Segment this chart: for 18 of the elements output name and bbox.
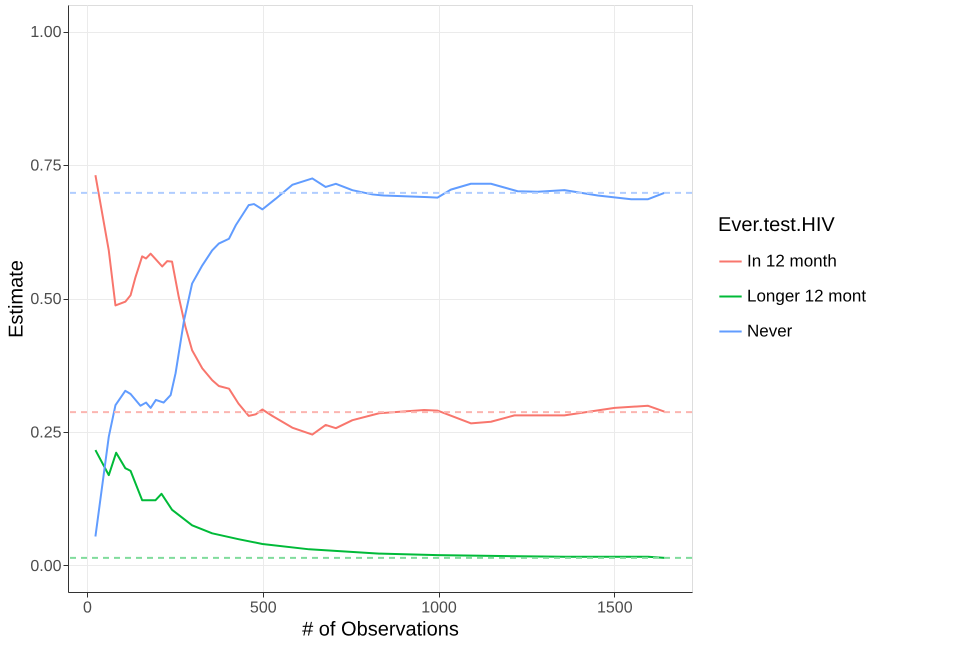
line-series xyxy=(94,177,666,538)
y-tick-label: 0.75 xyxy=(30,158,62,175)
x-tick-label: 1000 xyxy=(421,600,457,616)
y-tick-label: 0.50 xyxy=(30,291,62,308)
line-series xyxy=(94,174,666,436)
x-axis-title: # of Observations xyxy=(302,618,459,640)
y-tick-label: 0.00 xyxy=(30,558,62,575)
x-tick-label: 1500 xyxy=(597,600,633,616)
legend-label: Never xyxy=(747,322,793,340)
line-series xyxy=(94,449,666,559)
y-tick-label: 1.00 xyxy=(30,24,62,42)
x-tick-label: 500 xyxy=(250,600,277,616)
legend-label: In 12 month xyxy=(747,252,837,270)
y-axis-title: Estimate xyxy=(5,260,28,338)
legend-label: Longer 12 mont xyxy=(747,286,866,306)
x-tick-label: 0 xyxy=(83,600,92,616)
legend-title: Ever.test.HIV xyxy=(718,214,836,236)
y-tick-label: 0.25 xyxy=(30,424,62,442)
